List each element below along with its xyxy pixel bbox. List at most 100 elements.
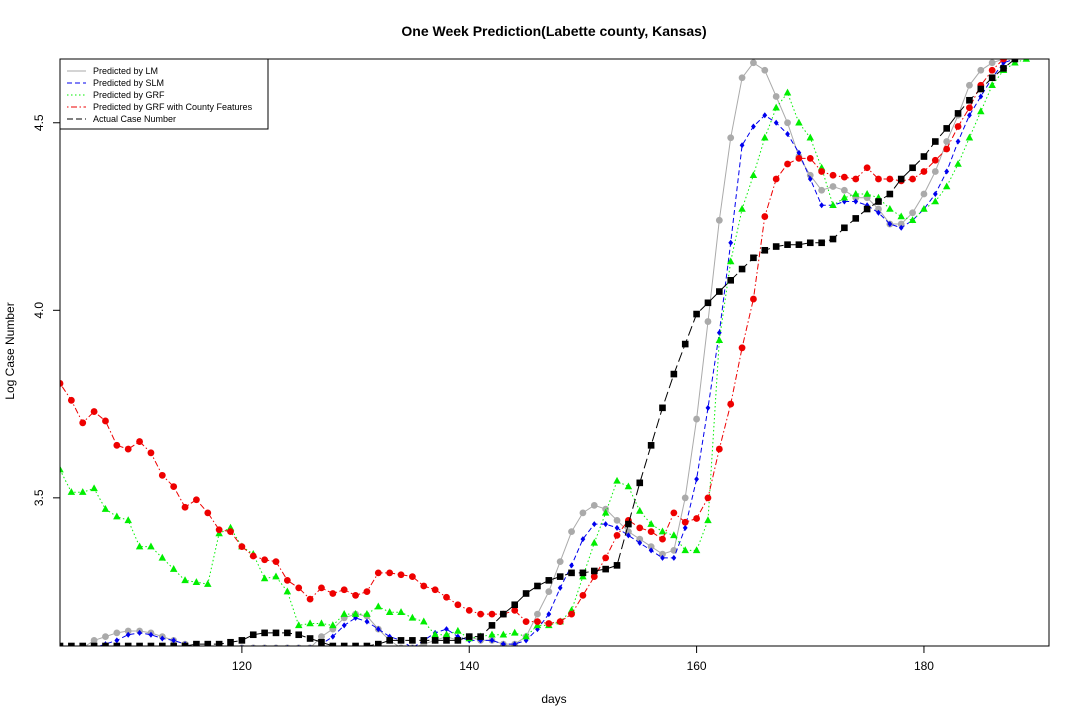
data-point — [478, 637, 484, 644]
data-point — [727, 400, 735, 408]
data-point — [488, 622, 496, 629]
data-point — [227, 638, 234, 646]
data-point — [569, 562, 574, 569]
data-point — [614, 524, 620, 531]
data-point — [317, 619, 326, 627]
data-point — [351, 610, 360, 617]
data-point — [397, 637, 405, 644]
data-point — [715, 216, 723, 224]
data-point — [579, 591, 587, 599]
data-point — [60, 380, 64, 387]
data-point — [670, 531, 678, 539]
data-point — [681, 518, 689, 526]
data-point — [306, 619, 314, 627]
data-point — [705, 404, 711, 411]
data-point — [943, 145, 951, 153]
y-tick-label: 4.5 — [32, 114, 46, 131]
data-point — [590, 573, 598, 581]
data-point — [443, 637, 450, 644]
data-point — [465, 606, 473, 614]
data-point — [465, 633, 473, 640]
data-point — [318, 638, 325, 646]
x-axis-label: days — [541, 692, 566, 706]
data-point — [568, 528, 575, 536]
data-point — [920, 204, 928, 212]
data-point — [853, 198, 859, 205]
data-point — [500, 610, 507, 618]
data-point — [852, 215, 860, 222]
data-point — [785, 131, 790, 138]
data-point — [647, 520, 655, 527]
data-point — [193, 496, 200, 504]
legend-label: Predicted by LM — [93, 66, 158, 76]
data-point — [556, 573, 564, 580]
data-point — [272, 558, 280, 566]
data-point — [238, 543, 246, 551]
data-point — [590, 501, 598, 509]
data-point — [681, 340, 689, 348]
data-point — [977, 85, 985, 93]
data-point — [284, 629, 291, 637]
series-actual-case-number — [60, 59, 1019, 646]
data-point — [886, 204, 894, 212]
data-point — [170, 642, 177, 646]
data-point — [897, 175, 905, 183]
data-point — [374, 640, 382, 646]
data-point — [352, 642, 359, 646]
data-point — [624, 482, 633, 490]
data-point — [966, 81, 973, 89]
data-point — [693, 310, 700, 318]
data-point — [772, 175, 780, 183]
data-point — [192, 578, 201, 585]
data-point — [443, 593, 450, 601]
data-point — [125, 631, 131, 638]
data-point — [283, 576, 291, 584]
data-point — [306, 595, 314, 603]
data-point — [727, 276, 735, 284]
data-point — [431, 630, 439, 638]
data-point — [1022, 59, 1031, 62]
data-point — [499, 630, 508, 638]
data-point — [511, 601, 519, 609]
data-point — [875, 205, 882, 213]
data-point — [148, 631, 154, 638]
data-point — [159, 642, 166, 646]
data-point — [294, 621, 303, 629]
data-point — [159, 635, 165, 642]
data-point — [931, 156, 939, 164]
data-point — [977, 107, 985, 115]
data-point — [227, 528, 234, 536]
data-point — [897, 212, 905, 220]
data-point — [568, 569, 575, 577]
data-point — [613, 531, 621, 539]
data-point — [238, 637, 246, 644]
data-point — [670, 370, 678, 378]
data-point — [386, 637, 393, 644]
data-point — [875, 175, 882, 183]
data-point — [932, 191, 938, 198]
data-point — [807, 176, 813, 183]
data-point — [580, 536, 586, 543]
data-point — [375, 626, 381, 633]
data-point — [942, 182, 951, 190]
data-point — [363, 642, 371, 646]
data-point — [341, 622, 347, 629]
data-point — [272, 572, 280, 580]
data-point — [625, 520, 632, 528]
data-point — [716, 288, 723, 295]
data-point — [931, 168, 939, 175]
data-point — [1000, 59, 1007, 63]
data-point — [681, 494, 689, 502]
data-point — [818, 186, 826, 194]
data-point — [761, 66, 769, 74]
data-point — [749, 171, 758, 178]
data-point — [909, 175, 916, 183]
data-point — [137, 629, 142, 636]
data-point — [602, 565, 609, 573]
data-point — [477, 610, 485, 618]
data-point — [636, 524, 644, 532]
data-point — [79, 642, 87, 646]
data-point — [772, 93, 780, 100]
data-point — [102, 642, 109, 646]
